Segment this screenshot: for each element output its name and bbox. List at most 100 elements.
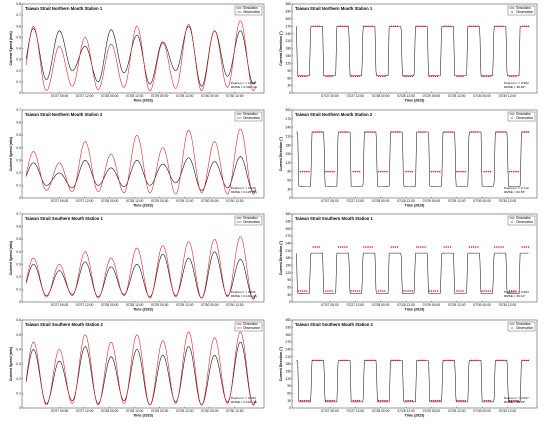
observation-point: [489, 399, 492, 402]
y-tick-label: 0: [19, 91, 21, 95]
x-tick-label: 07/29 00:00: [423, 199, 441, 203]
observation-point: [411, 75, 414, 78]
observation-point: [316, 246, 319, 248]
observation-point: [422, 131, 424, 133]
legend-box: [507, 215, 536, 226]
observation-point: [409, 399, 412, 402]
observation-point: [494, 246, 496, 248]
x-axis-label: Time (2023): [405, 99, 426, 103]
series-line-observation: [25, 20, 256, 92]
observation-point: [462, 399, 464, 402]
x-tick-label: 07/27 00:00: [321, 409, 339, 413]
observation-point: [527, 359, 530, 362]
observation-point: [521, 246, 523, 248]
observation-point: [352, 75, 354, 78]
chart-panel-5: 0 0.1 0.2 0.3 0.4 0.5 0.6 0.7 07/27 00:00 07/27 1…: [9, 212, 265, 312]
series-line-observation: [25, 128, 256, 195]
observation-point: [394, 25, 397, 27]
observation-point: [331, 75, 333, 78]
observation-point: [445, 359, 447, 362]
observation-point: [312, 246, 314, 248]
x-tick-label: 07/28 00:00: [372, 409, 390, 413]
plot-frame: [21, 319, 265, 409]
observation-point: [392, 131, 395, 133]
observation-point: [344, 131, 346, 133]
x-tick-label: 07/30 12:00: [226, 94, 244, 98]
observation-point: [498, 359, 500, 362]
observation-point: [394, 246, 397, 248]
observation-point: [496, 359, 498, 362]
observation-point: [415, 25, 418, 27]
y-tick-label: 60: [287, 285, 291, 289]
y-tick-label: 0.1: [16, 288, 21, 292]
observation-point: [365, 359, 367, 362]
observation-point: [346, 131, 348, 133]
y-tick-label: 90: [287, 384, 291, 388]
y-tick-label: 180: [285, 143, 291, 147]
legend-entry: Simulation: [243, 6, 258, 10]
legend-box: [234, 215, 263, 226]
y-tick-label: 330: [285, 219, 291, 223]
y-tick-label: 0.2: [16, 377, 21, 381]
observation-point: [312, 359, 314, 362]
x-tick-label: 07/28 12:00: [397, 94, 415, 98]
y-tick-label: 60: [287, 179, 291, 183]
observation-point: [329, 399, 331, 402]
observation-point: [327, 170, 329, 173]
x-axis-label: Time (2023): [133, 99, 154, 103]
series-line-observation: [25, 236, 256, 300]
x-axis-label: Time (2023): [133, 414, 154, 418]
observation-point: [462, 170, 464, 173]
observation-point: [379, 290, 382, 292]
observation-point: [303, 170, 306, 173]
observation-point: [371, 246, 374, 248]
y-tick-label: 0.5: [16, 333, 21, 337]
y-tick-label: 0.4: [16, 47, 21, 51]
x-tick-label: 07/28 00:00: [101, 94, 119, 98]
series-line-simulation: [295, 252, 529, 294]
observation-point: [451, 359, 454, 362]
observation-point: [513, 399, 515, 402]
observation-point: [472, 359, 475, 362]
x-tick-label: 07/29 00:00: [423, 303, 441, 307]
y-tick-label: 0.1: [16, 184, 21, 188]
y-tick-label: 240: [285, 126, 291, 130]
x-tick-label: 07/27 00:00: [51, 409, 69, 413]
y-tick-label: 360: [285, 2, 291, 6]
observation-point: [369, 359, 371, 362]
observation-point: [341, 246, 344, 248]
y-tick-label: 330: [285, 10, 291, 14]
observation-point: [458, 290, 460, 292]
observation-point: [318, 246, 321, 248]
observation-point: [377, 290, 380, 292]
observation-point: [436, 399, 439, 402]
y-tick-label: 0.1: [16, 80, 21, 84]
observation-point: [303, 290, 306, 292]
observation-point: [392, 359, 395, 362]
observation-point: [367, 359, 369, 362]
x-tick-label: 07/30 12:00: [499, 303, 517, 307]
observation-point: [358, 170, 361, 173]
observation-point: [390, 359, 393, 362]
observation-point: [447, 246, 450, 248]
x-tick-label: 07/28 00:00: [101, 199, 119, 203]
observation-point: [424, 131, 426, 133]
x-tick-label: 07/30 00:00: [201, 199, 219, 203]
observation-point: [333, 399, 335, 402]
stat-annotation: Pearson r = 0.947: [504, 396, 529, 400]
observation-point: [513, 170, 515, 173]
observation-point: [468, 246, 471, 248]
x-tick-label: 07/30 00:00: [473, 94, 491, 98]
series-line-simulation: [25, 341, 256, 406]
x-tick-label: 07/27 12:00: [76, 409, 94, 413]
chart-title: Taiwan Strait Southern Mouth Station 2: [25, 322, 104, 327]
x-tick-label: 07/28 00:00: [372, 94, 390, 98]
observation-point: [405, 399, 407, 402]
y-tick-label: 0.4: [16, 146, 21, 150]
y-tick-label: 0.1: [16, 391, 21, 395]
observation-point: [382, 170, 384, 173]
observation-point: [417, 131, 420, 133]
stat-annotation: Pearson r = 0.895: [231, 81, 256, 85]
x-tick-label: 07/30 12:00: [499, 94, 517, 98]
